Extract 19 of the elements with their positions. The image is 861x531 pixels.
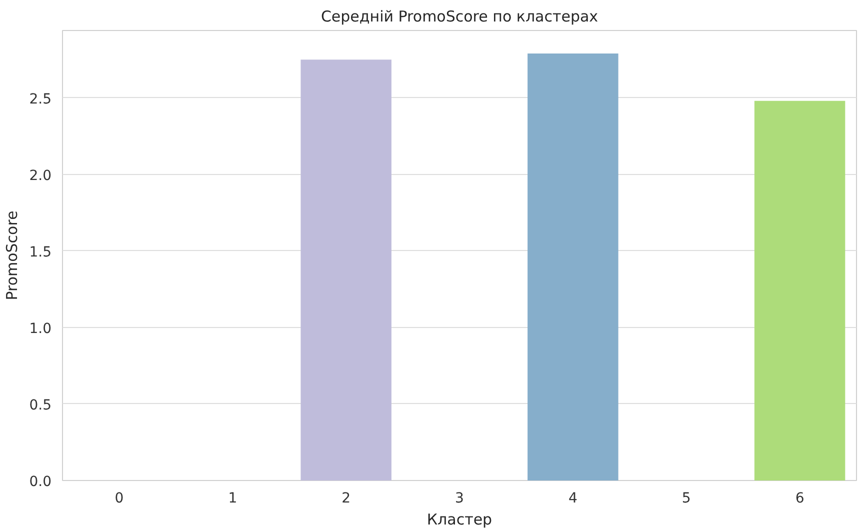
y-tick-label: 1.0 — [29, 320, 52, 337]
bar — [528, 53, 618, 480]
y-tick-label: 1.5 — [29, 244, 52, 260]
x-tick-label: 0 — [114, 490, 124, 506]
x-tick-label: 3 — [455, 490, 464, 506]
bar — [754, 100, 846, 480]
x-tick-label: 4 — [568, 490, 578, 506]
bar — [300, 60, 392, 480]
y-tick-label: 0.0 — [29, 474, 52, 490]
x-tick-label: 2 — [342, 490, 351, 506]
y-tick-label: 2.5 — [29, 91, 52, 108]
x-axis-title: Кластер — [426, 510, 492, 528]
x-tick-label: 6 — [795, 490, 804, 506]
y-tick-label: 0.5 — [29, 397, 52, 414]
chart-title: Середній PromoScore по кластерах — [320, 8, 598, 26]
y-tick-label: 2.0 — [29, 168, 52, 184]
x-tick-label: 1 — [228, 490, 238, 506]
x-tick-label: 5 — [682, 490, 691, 506]
y-axis-title: PromoScore — [3, 210, 22, 300]
